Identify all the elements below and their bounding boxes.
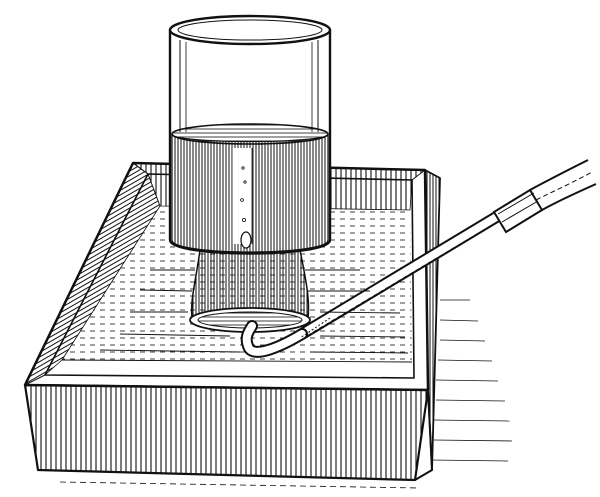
trough-front-face (23, 383, 430, 482)
trough-shadow (59, 299, 513, 489)
water-ripples (99, 269, 409, 354)
delivery-tube (240, 210, 504, 358)
trough-right-face (424, 169, 441, 471)
rubber-connector (492, 159, 597, 234)
connector-sleeve (492, 188, 544, 234)
bubble (240, 231, 252, 249)
rubber-hose (529, 159, 589, 191)
bubbles (240, 166, 252, 249)
inverted-gas-jar (168, 14, 332, 255)
jar-stand (189, 249, 311, 333)
jar-top (168, 14, 332, 46)
